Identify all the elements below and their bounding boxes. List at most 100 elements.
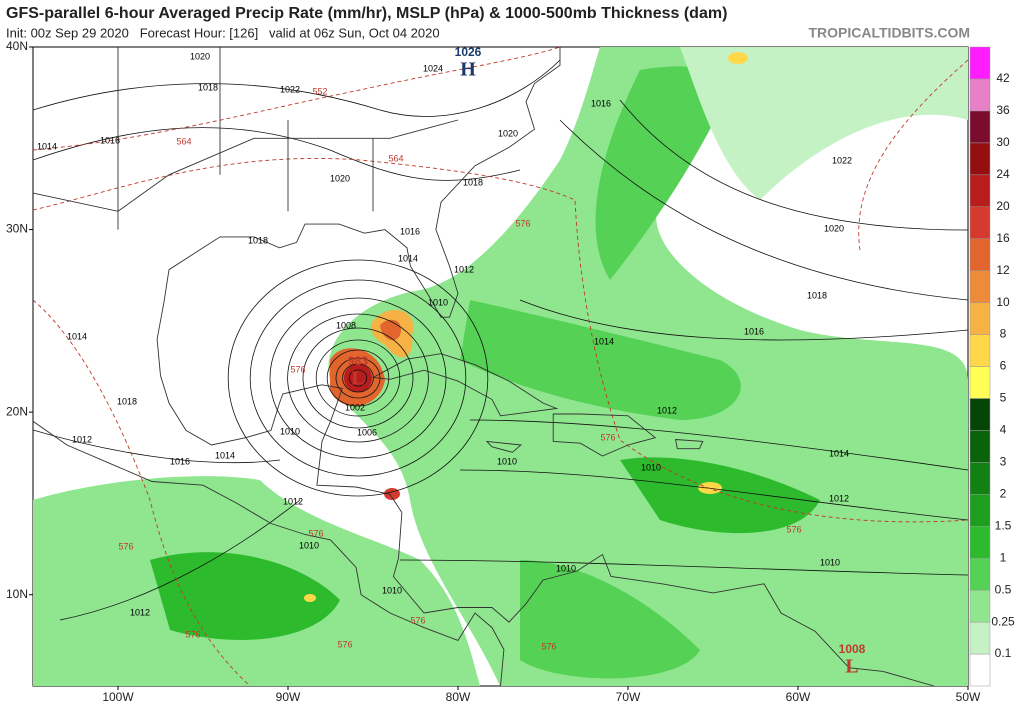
precip-area xyxy=(620,457,820,534)
isobar-label: 1016 xyxy=(400,226,420,236)
pressure-value: 983 xyxy=(348,354,368,368)
colorbar-swatch xyxy=(969,494,991,527)
isobar-label: 1024 xyxy=(423,63,443,73)
isobar-label: 1022 xyxy=(280,84,300,94)
colorbar-label: 0.5 xyxy=(995,582,1012,596)
precip-core xyxy=(380,319,401,341)
thickness-label: 576 xyxy=(541,641,556,651)
pressure-value: 1008 xyxy=(839,642,866,656)
contour-layer xyxy=(33,47,968,686)
isobar-label: 1018 xyxy=(807,290,827,300)
isobar-label: 1018 xyxy=(117,396,137,406)
isobar xyxy=(348,369,368,387)
thickness-label: 564 xyxy=(176,136,191,146)
lat-tick-label: 10N xyxy=(6,587,28,601)
colorbar-swatch xyxy=(969,557,991,591)
colorbar-label: 0.1 xyxy=(995,646,1012,660)
colorbar-label: 8 xyxy=(1000,327,1007,341)
isobar-label: 1010 xyxy=(497,456,517,466)
lon-tick-label: 90W xyxy=(276,690,301,704)
label-layer: 1020 1024 1018 1022 1016 1014 1020 1018 1020 1018… xyxy=(37,45,866,677)
colorbar-swatch xyxy=(969,238,991,271)
isobar-label: 1006 xyxy=(357,427,377,437)
isobar-label: 1016 xyxy=(591,98,611,108)
isobar-label: 1014 xyxy=(37,141,57,151)
isobar xyxy=(459,469,968,521)
isobar xyxy=(249,279,467,477)
lon-tick-label: 70W xyxy=(616,690,641,704)
isobar-label: 1012 xyxy=(130,607,150,617)
pressure-symbol: H xyxy=(460,59,476,81)
isobar xyxy=(33,429,281,464)
thickness-label: 576 xyxy=(600,432,615,442)
isobar xyxy=(302,327,414,429)
isobar xyxy=(269,297,447,459)
island xyxy=(552,413,657,457)
colorbar-swatch xyxy=(969,366,991,399)
isobar xyxy=(469,419,968,471)
colorbar-swatch xyxy=(969,462,991,495)
isobar-label: 1016 xyxy=(744,326,764,336)
island xyxy=(371,353,559,417)
thickness-label: 576 xyxy=(308,528,323,538)
precip-core xyxy=(728,52,748,64)
isobar-label: 1010 xyxy=(280,426,300,436)
pressure-symbol: L xyxy=(351,368,364,390)
lon-tick-label: 100W xyxy=(102,690,134,704)
colorbar-swatch xyxy=(969,174,991,208)
thickness-label: 576 xyxy=(410,615,425,625)
colorbar-label: 1.5 xyxy=(995,518,1012,532)
lat-tick-label: 20N xyxy=(6,404,28,418)
isobar-label: 1010 xyxy=(382,585,402,595)
isobar-label: 1012 xyxy=(283,496,303,506)
thickness-label: 552 xyxy=(312,86,327,96)
thickness-label: 576 xyxy=(337,639,352,649)
site-credit: TROPICALTIDBITS.COM xyxy=(808,25,970,41)
colorbar-label: 1 xyxy=(1000,550,1007,564)
colorbar-label: 0.25 xyxy=(991,614,1015,628)
isobar xyxy=(519,299,968,341)
isobar-label: 1014 xyxy=(398,253,418,263)
colorbar-swatch xyxy=(969,270,991,303)
isobar xyxy=(33,127,521,181)
isobar-label: 1020 xyxy=(330,173,350,183)
isobar-label: 1018 xyxy=(198,82,218,92)
isobar-label: 1008 xyxy=(336,320,356,330)
thickness-label: 576 xyxy=(290,364,305,374)
thickness-label: 576 xyxy=(515,218,530,228)
isobar-label: 1010 xyxy=(820,557,840,567)
lon-tick-label: 80W xyxy=(446,690,471,704)
isobar-label: 1010 xyxy=(556,563,576,573)
colorbar-swatch xyxy=(969,398,991,431)
island xyxy=(485,440,522,453)
colorbar-label: 42 xyxy=(996,71,1010,85)
isobar xyxy=(59,499,301,621)
isobar xyxy=(335,357,381,399)
coastline xyxy=(156,47,935,686)
lat-tick-label: 30N xyxy=(6,222,28,236)
isobar xyxy=(619,99,968,231)
isobar xyxy=(33,59,561,117)
precip-field xyxy=(33,47,968,686)
isobar-label: 1012 xyxy=(72,434,92,444)
thickness-label: 576 xyxy=(185,629,200,639)
isobar-label: 1018 xyxy=(248,235,268,245)
island xyxy=(675,439,704,450)
thickness-line xyxy=(33,47,561,151)
precip-area xyxy=(680,47,968,200)
colorbar-swatch xyxy=(969,78,991,112)
colorbar-label: 6 xyxy=(1000,359,1007,373)
thickness-label: 576 xyxy=(786,524,801,534)
colorbar-swatch xyxy=(969,46,991,80)
isobar-label: 1020 xyxy=(190,51,210,61)
pressure-symbol: L xyxy=(845,656,858,678)
isobar-label: 1014 xyxy=(829,448,849,458)
precip-core xyxy=(304,594,316,602)
isobar-label: 1012 xyxy=(657,405,677,415)
lat-tick-label: 40N xyxy=(6,39,28,53)
isobar-label: 1014 xyxy=(67,331,87,341)
isobar-label: 1010 xyxy=(641,462,661,472)
colorbar-swatch xyxy=(969,110,991,144)
isobar-label: 1012 xyxy=(454,264,474,274)
precip-area xyxy=(460,300,741,420)
